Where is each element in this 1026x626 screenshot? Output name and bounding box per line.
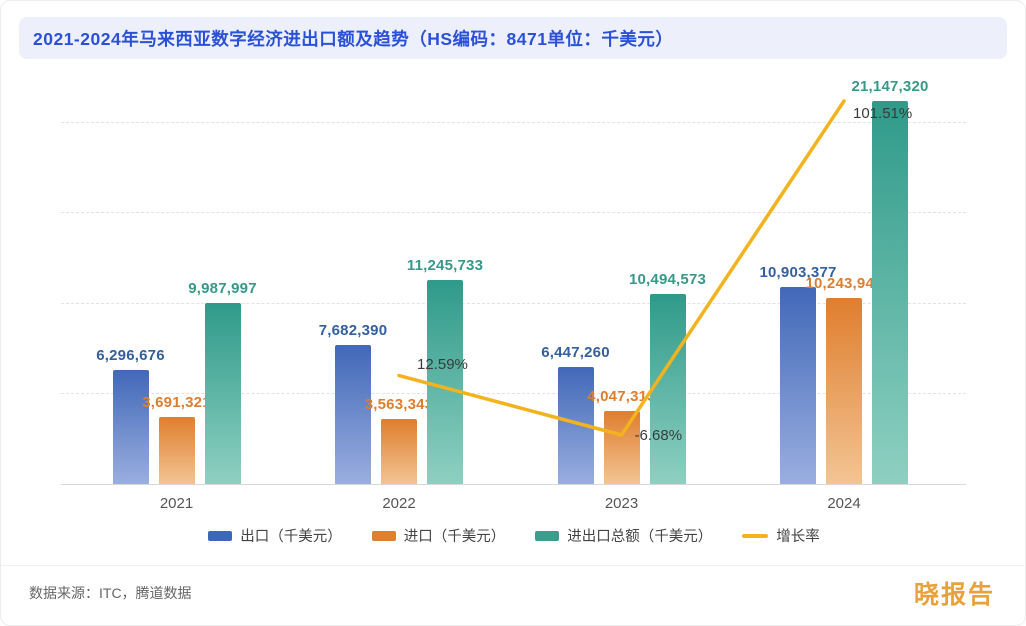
bar-value-label: 3,691,321 [142,394,211,412]
chart-legend: 出口（千美元） 进口（千美元） 进出口总额（千美元） 增长率 [1,525,1025,546]
bar-进出口总额（千美元）-2021 [204,303,241,484]
x-axis-label-2021: 2021 [159,495,194,512]
bar-value-label: 7,682,390 [318,321,388,339]
bar-value-label: 6,296,676 [96,346,165,364]
bar-进出口总额（千美元）-2022 [427,280,463,484]
bar-出口（千美元）-2022 [335,344,371,484]
x-axis-line [61,484,966,485]
chart-title: 2021-2024年马来西亚数字经济进出口额及趋势（HS编码：8471单位：千美… [33,28,674,49]
legend-swatch [535,530,560,541]
bar-进口（千美元）-2021 [158,417,195,484]
bar-进出口总额（千美元）-2024 [872,101,908,484]
growth-rate-label: 12.59% [417,355,468,373]
legend-item: 进口（千美元） [371,525,506,546]
growth-rate-label: -6.68% [634,427,683,444]
bar-进口（千美元）-2022 [381,419,417,484]
brand-logo: 晓报告 [913,581,995,609]
x-axis-label-2022: 2022 [382,495,416,512]
bar-value-label: 10,494,573 [628,270,707,288]
legend-line-swatch [742,533,769,538]
x-axis-label-2024: 2024 [827,495,861,512]
bar-value-label: 11,245,733 [406,257,484,275]
legend-item: 进出口总额（千美元） [535,525,712,546]
legend-label: 出口（千美元） [240,529,342,545]
bar-value-label: 21,147,320 [851,78,929,95]
bar-value-label: 6,447,260 [541,344,610,362]
bar-出口（千美元）-2023 [557,367,594,484]
bar-进口（千美元）-2023 [603,410,640,484]
legend-swatch [208,530,233,541]
legend-label: 增长率 [776,529,820,545]
legend-label: 进出口总额（千美元） [567,529,713,545]
legend-label: 进口（千美元） [403,529,506,545]
legend-item: 出口（千美元） [208,525,342,546]
footer-divider [1,565,1025,566]
gridline [61,212,966,214]
legend-swatch [371,530,396,541]
bar-出口（千美元）-2024 [780,286,816,484]
bar-出口（千美元）-2021 [112,369,149,484]
gridline [61,121,966,123]
bar-value-label: 9,987,997 [188,280,257,298]
legend-item-growth: 增长率 [742,525,820,546]
bar-进出口总额（千美元）-2023 [649,293,686,484]
bar-进口（千美元）-2024 [826,298,862,484]
data-source-text: 数据来源：ITC，腾道数据 [29,585,192,601]
growth-rate-label: 101.51% [853,105,913,122]
chart-header: 2021-2024年马来西亚数字经济进出口额及趋势（HS编码：8471单位：千美… [19,17,1007,59]
x-axis-label-2023: 2023 [604,495,639,512]
